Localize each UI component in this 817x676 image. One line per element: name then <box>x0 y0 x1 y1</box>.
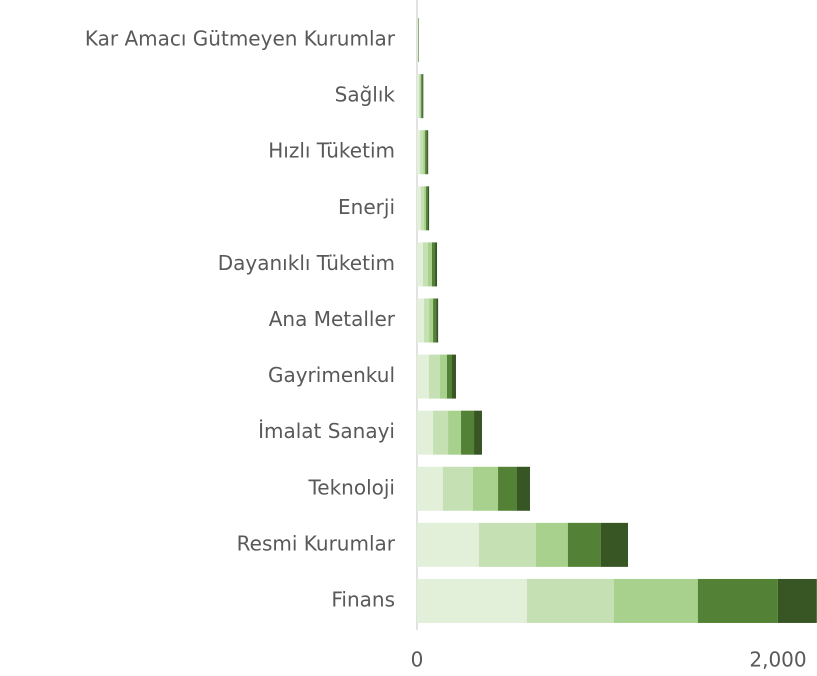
bar-segment <box>420 186 425 231</box>
bar-segment <box>613 578 698 623</box>
bar-segment <box>433 298 437 343</box>
bar-segment <box>448 410 462 455</box>
bar-segment <box>435 242 438 287</box>
y-tick-label: Sağlık <box>335 83 396 107</box>
bar-segment <box>417 466 443 511</box>
bar-segment <box>417 578 527 623</box>
bar-segment <box>517 466 530 511</box>
x-tick-label: 0 <box>411 648 424 672</box>
bar-segment <box>461 410 475 455</box>
y-tick-label: Kar Amacı Gütmeyen Kurumlar <box>85 27 396 51</box>
bar-segment <box>567 522 601 567</box>
y-tick-label: Dayanıklı Tüketim <box>218 251 395 275</box>
bar-segment <box>423 130 426 175</box>
bar-segment <box>417 186 421 231</box>
bar-segment <box>424 186 427 231</box>
bar-segment <box>417 74 419 119</box>
bar-segment <box>424 298 430 343</box>
bar-segment <box>431 242 436 287</box>
bar-segment <box>421 74 423 119</box>
bar-segment <box>452 354 456 399</box>
bar-segment <box>417 242 423 287</box>
x-tick-label: 2,000 <box>749 648 806 672</box>
bar-segment <box>697 578 778 623</box>
bar-segment <box>422 74 424 119</box>
bar-segment <box>428 186 430 231</box>
bar-segment <box>446 354 453 399</box>
bar-segment <box>426 186 429 231</box>
bar-segment <box>422 242 429 287</box>
bar-segment <box>417 18 418 63</box>
bar-segment <box>425 130 428 175</box>
y-tick-label: Resmi Kurumlar <box>237 531 396 555</box>
bar-segment <box>433 410 449 455</box>
bar-segment <box>420 130 424 175</box>
bar-segment <box>472 466 499 511</box>
bar-segment <box>428 354 440 399</box>
bar-segment <box>498 466 517 511</box>
bar-segment <box>420 74 422 119</box>
bar-segment <box>429 298 434 343</box>
bar-segment <box>417 130 421 175</box>
bar-segment <box>418 74 421 119</box>
y-tick-label: Ana Metaller <box>269 307 396 331</box>
bar-segment <box>417 354 429 399</box>
bar-segment <box>417 298 425 343</box>
y-tick-label: Finans <box>331 587 395 611</box>
bar-segment <box>428 242 432 287</box>
bar-segment <box>526 578 614 623</box>
bar-segment <box>427 130 429 175</box>
bar-segment <box>439 354 447 399</box>
bar-segment <box>600 522 629 567</box>
bar-segment <box>535 522 568 567</box>
y-tick-label: İmalat Sanayi <box>258 419 395 443</box>
bar-segment <box>436 298 439 343</box>
bar-segment <box>474 410 482 455</box>
y-tick-label: Enerji <box>338 195 395 219</box>
bar-segment <box>417 522 479 567</box>
bar-segment <box>478 522 536 567</box>
y-tick-label: Teknoloji <box>307 475 395 499</box>
y-tick-label: Hızlı Tüketim <box>268 139 395 163</box>
bar-segment <box>442 466 473 511</box>
bar-segment <box>417 410 434 455</box>
y-tick-label: Gayrimenkul <box>268 363 395 387</box>
bar-segment <box>777 578 817 623</box>
